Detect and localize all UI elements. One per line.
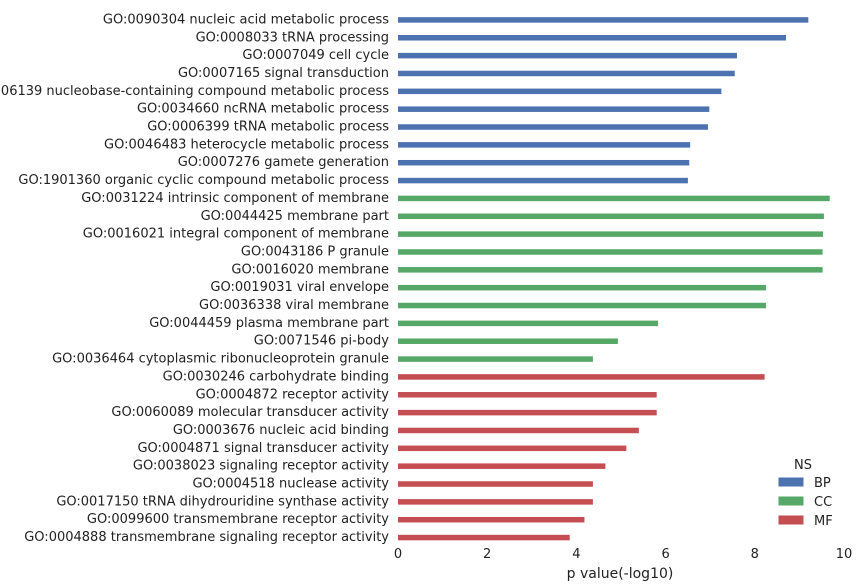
legend: NS BP CC MF [777, 458, 833, 529]
category-label: GO:0044459 plasma membrane part [149, 316, 389, 331]
legend-label-cc: CC [814, 495, 832, 510]
category-label: GO:0007276 gamete generation [178, 155, 389, 170]
x-tick-label: 0 [394, 547, 402, 562]
category-label: GO:0036464 cytoplasmic ribonucleoprotein… [52, 352, 389, 367]
category-label: GO:0090304 nucleic acid metabolic proces… [103, 12, 389, 27]
x-tick-label: 6 [661, 547, 669, 562]
x-tick-label: 2 [483, 547, 491, 562]
bar-bp-4 [398, 88, 722, 95]
bar-cc-3 [398, 249, 823, 255]
category-label: GO:0044425 membrane part [201, 209, 389, 224]
x-axis-label: p value(-log10) [567, 566, 674, 582]
category-label: GO:0036338 viral membrane [199, 298, 389, 313]
bar-cc-9 [398, 356, 593, 362]
category-label: GO:0008033 tRNA processing [196, 30, 389, 45]
bar-cc-7 [398, 320, 659, 327]
category-label: GO:0007049 cell cycle [242, 48, 389, 63]
bar-mf-1 [398, 392, 657, 398]
legend-label-bp: BP [814, 476, 831, 491]
bar-mf-8 [398, 516, 585, 523]
category-label: GO:0060089 molecular transducer activity [111, 405, 389, 420]
bar-mf-2 [398, 409, 657, 416]
category-label: GO:0004518 nuclease activity [192, 477, 389, 492]
bar-bp-7 [398, 142, 691, 148]
bar-bp-9 [398, 177, 688, 184]
category-label: GO:0046483 heterocycle metabolic process [104, 137, 389, 152]
category-label: GO:0007165 signal transduction [178, 66, 389, 81]
bar-bp-6 [398, 124, 708, 130]
legend-label-mf: MF [814, 514, 833, 529]
category-labels-layer: GO:0090304 nucleic acid metabolic proces… [0, 12, 389, 545]
category-label: GO:0004872 receptor activity [196, 387, 390, 402]
category-label: GO:0030246 carbohydrate binding [163, 369, 389, 384]
bar-cc-5 [398, 284, 766, 291]
bar-bp-3 [398, 70, 735, 77]
category-label: GO:0004888 transmembrane signaling recep… [24, 530, 389, 545]
category-label: GO:0043186 P granule [241, 244, 389, 259]
category-label: GO:0016020 membrane [231, 262, 389, 277]
legend-title: NS [794, 458, 812, 473]
category-label: GO:0038023 signaling receptor activity [133, 459, 389, 474]
bar-mf-0 [398, 374, 765, 380]
bar-bp-0 [398, 17, 809, 23]
category-label: GO:0006399 tRNA metabolic process [147, 120, 389, 135]
bar-mf-3 [398, 427, 639, 434]
category-label: GO:0071546 pi-body [254, 334, 389, 349]
category-label: GO:0004871 signal transducer activity [137, 441, 389, 456]
bar-cc-8 [398, 338, 618, 344]
x-tick-label: 10 [836, 547, 853, 562]
bar-mf-7 [398, 499, 593, 505]
bar-cc-4 [398, 267, 823, 273]
bar-mf-9 [398, 534, 570, 541]
bar-cc-1 [398, 213, 824, 220]
bar-mf-4 [398, 445, 627, 452]
category-label: GO:0017150 tRNA dihydrouridine synthase … [56, 494, 389, 509]
x-axis-ticks: 0 2 4 6 8 10 [394, 547, 852, 562]
x-tick-label: 4 [572, 547, 580, 562]
x-tick-label: 8 [751, 547, 759, 562]
category-label: GO:0019031 viral envelope [210, 280, 389, 295]
bars-layer [398, 17, 830, 541]
legend-swatch-mf [777, 514, 805, 526]
bar-bp-2 [398, 52, 737, 59]
category-label: GO:0034660 ncRNA metabolic process [137, 102, 389, 117]
category-label: GO:0003676 nucleic acid binding [173, 423, 389, 438]
bar-mf-6 [398, 481, 593, 487]
category-label: GO:0016021 integral component of membran… [83, 227, 389, 242]
bar-bp-1 [398, 35, 787, 41]
bar-bp-5 [398, 106, 710, 112]
category-label: GO:0099600 transmembrane receptor activi… [87, 512, 389, 527]
category-label: GO:0031224 intrinsic component of membra… [81, 191, 389, 206]
category-label: GO:1901360 organic cyclic compound metab… [18, 173, 389, 188]
bar-cc-6 [398, 302, 766, 309]
category-label: GO:0006139 nucleobase-containing compoun… [0, 84, 389, 99]
bar-bp-8 [398, 159, 690, 166]
bar-cc-2 [398, 231, 824, 237]
legend-swatch-bp [777, 476, 805, 488]
bar-cc-0 [398, 195, 830, 202]
bar-mf-5 [398, 463, 606, 469]
legend-swatch-cc [777, 495, 805, 507]
